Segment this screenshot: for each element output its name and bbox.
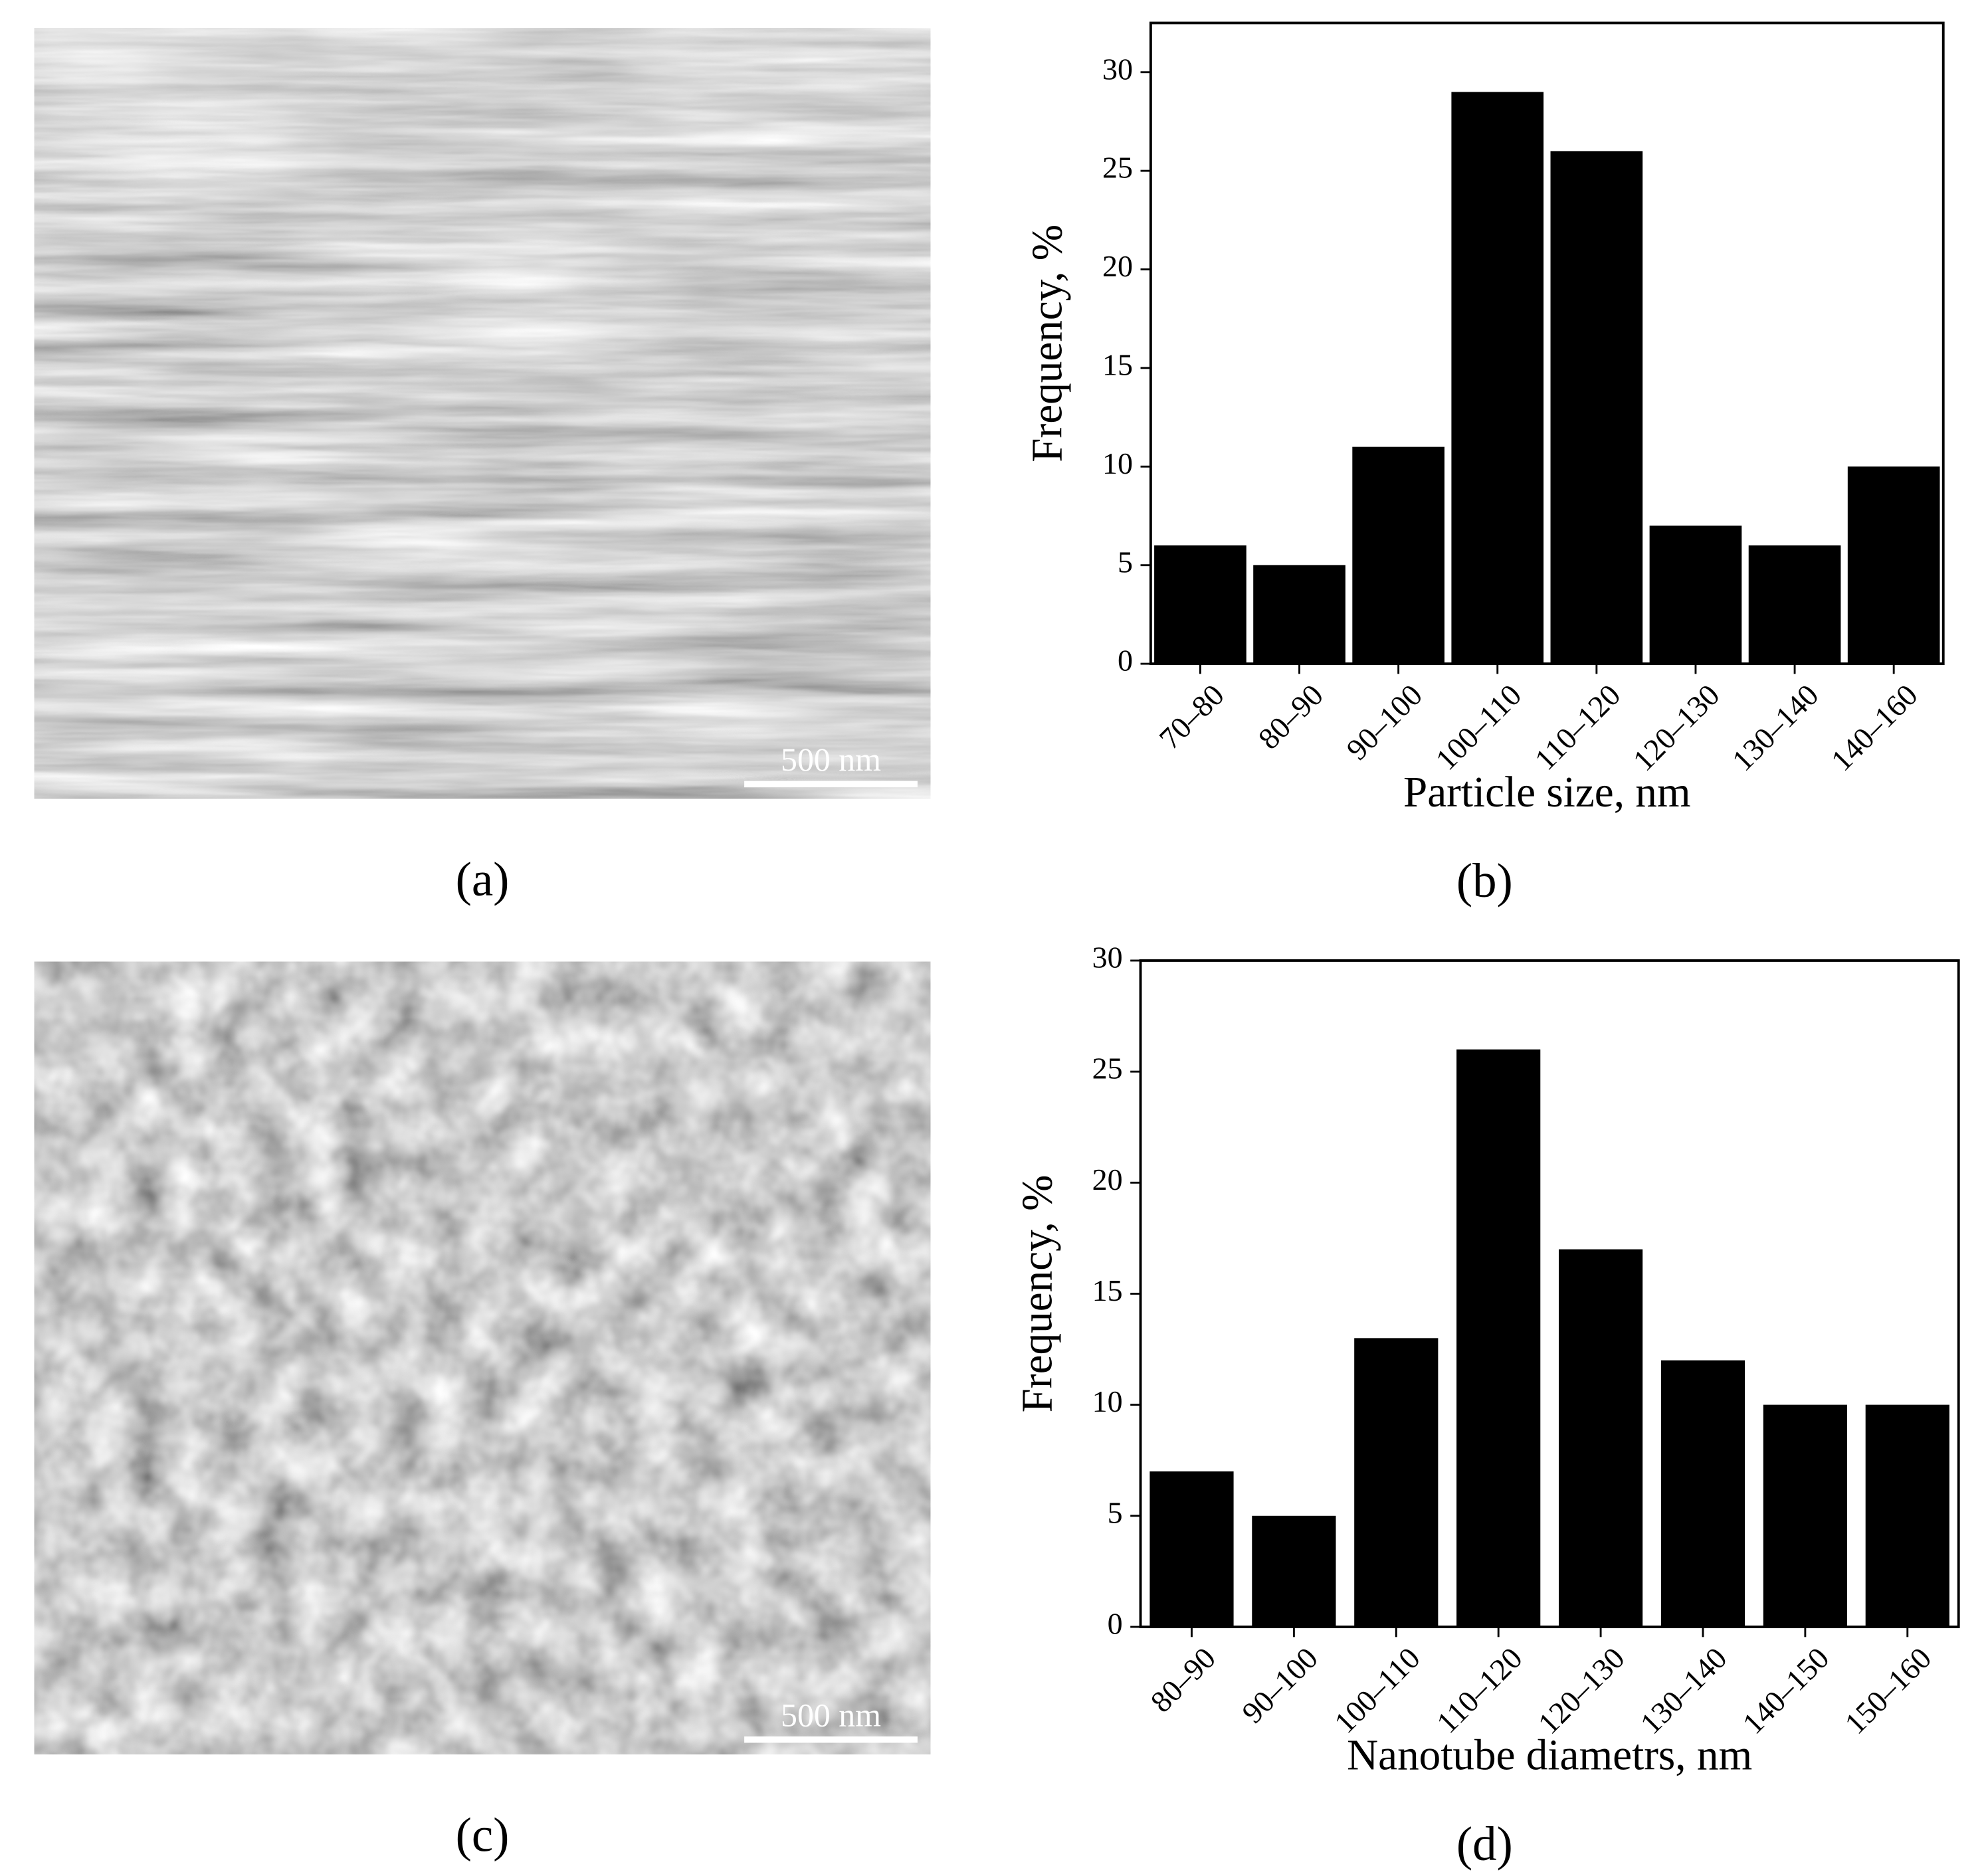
x-tick-label: 100–110 [1429,678,1528,777]
bar [1456,1049,1541,1627]
scale-bar-label: 500 nm [781,1697,881,1734]
plot-frame [1149,21,1945,666]
x-tick-label: 120–130 [1627,678,1726,777]
x-tick-label: 140–150 [1736,1641,1836,1740]
y-tick-label: 20 [1102,249,1133,283]
bar [1847,466,1940,664]
x-tick-label: 90–100 [1235,1641,1324,1730]
x-tick-label: 80–90 [1144,1641,1222,1719]
panel-label: (a) [456,852,510,906]
x-tick-label: 110–120 [1528,678,1627,777]
y-axis-label: Frequency, % [1024,225,1072,462]
panel-label: (b) [1456,854,1513,907]
y-tick-label: 10 [1092,1384,1123,1418]
bar [1649,525,1742,664]
bar [1354,1338,1439,1627]
bar [1149,1471,1234,1627]
bar [1660,1360,1745,1627]
x-tick-label: 130–140 [1726,678,1825,777]
bar [1252,1515,1336,1627]
sem-image [34,28,931,799]
x-tick-label: 100–110 [1328,1641,1427,1740]
x-tick-label: 70–80 [1153,678,1231,755]
bar [1154,545,1246,664]
bar [1763,1404,1847,1627]
bar [1865,1404,1949,1627]
y-tick-label: 15 [1102,347,1133,381]
scale-bar [744,1736,918,1743]
bar [1253,565,1345,664]
x-axis-label: Particle size, nm [1403,769,1691,816]
y-tick-label: 20 [1092,1163,1123,1196]
scale-bar [744,781,918,788]
y-tick-label: 0 [1118,644,1133,678]
x-axis-label: Nanotube diametrs, nm [1347,1732,1752,1780]
bar [1451,92,1544,664]
x-tick-label: 110–120 [1430,1641,1529,1740]
y-axis-label: Frequency, % [1013,1175,1061,1413]
sem-image [34,961,931,1754]
bar [1558,1249,1643,1627]
y-tick-label: 25 [1092,1052,1123,1085]
plot-frame [1139,959,1960,1628]
y-tick-label: 10 [1102,446,1133,480]
panel-label: (c) [456,1808,510,1861]
y-tick-label: 0 [1108,1607,1123,1641]
y-tick-label: 30 [1102,52,1133,86]
x-tick-label: 140–160 [1825,678,1924,777]
x-tick-label: 130–140 [1634,1641,1734,1740]
y-tick-label: 5 [1118,545,1133,579]
bar [1748,545,1841,664]
bar [1352,446,1444,664]
x-tick-label: 120–130 [1532,1641,1631,1740]
x-tick-label: 150–160 [1838,1641,1938,1740]
bar [1550,151,1643,664]
y-tick-label: 30 [1092,941,1123,975]
x-tick-label: 80–90 [1252,678,1330,755]
panel-label: (d) [1456,1817,1513,1871]
y-tick-label: 15 [1092,1273,1123,1307]
y-tick-label: 25 [1102,151,1133,185]
y-tick-label: 5 [1108,1495,1123,1529]
scale-bar-label: 500 nm [781,741,881,778]
x-tick-label: 90–100 [1340,678,1429,767]
